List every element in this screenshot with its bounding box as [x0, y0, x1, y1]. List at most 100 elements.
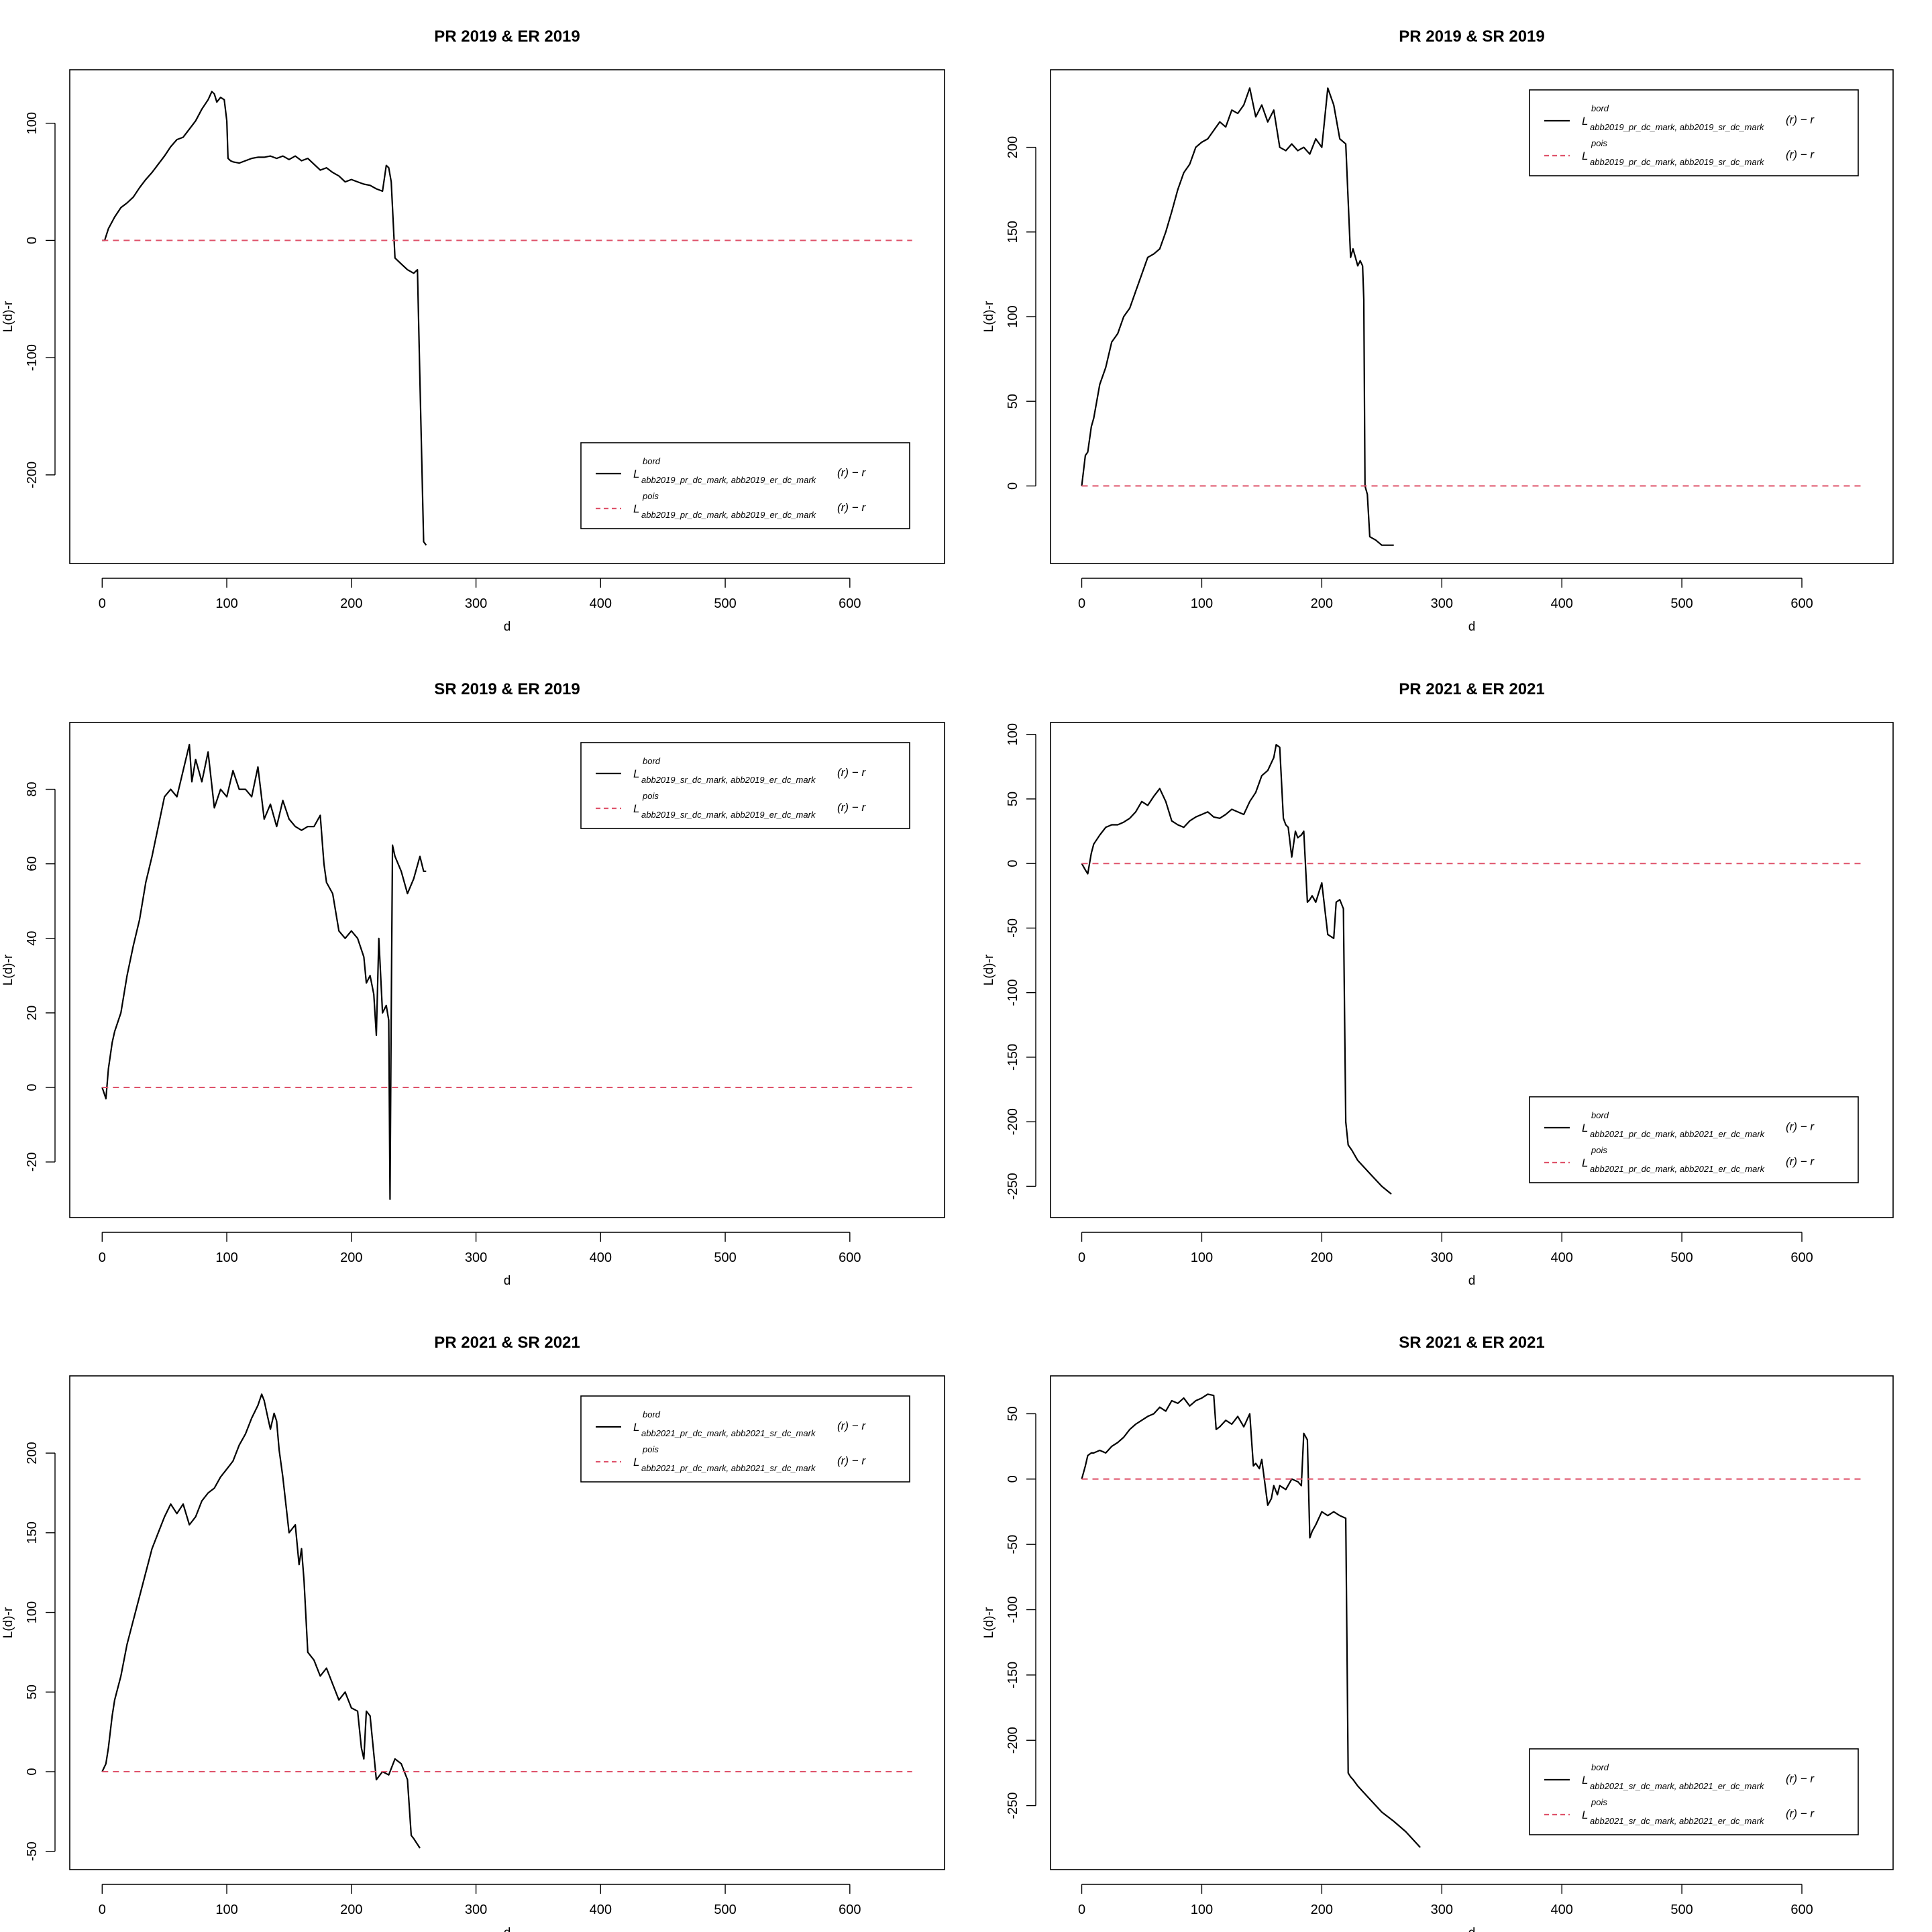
x-tick-label: 0 — [1078, 1250, 1085, 1265]
y-tick-label: 60 — [25, 857, 40, 871]
y-tick-label: -50 — [25, 1841, 40, 1861]
x-tick-label: 400 — [1551, 1250, 1573, 1265]
chart-title: PR 2021 & ER 2021 — [1399, 680, 1544, 698]
legend-subscript: abb2019_sr_dc_mark, abb2019_er_dc_mark — [641, 775, 816, 785]
y-tick-label: 200 — [25, 1442, 40, 1464]
x-tick-label: 100 — [1191, 596, 1213, 611]
x-tick-label: 200 — [1311, 596, 1333, 611]
legend-suffix: (r) − r — [1786, 1120, 1815, 1133]
legend-subscript: abb2021_pr_dc_mark, abb2021_er_dc_mark — [1590, 1164, 1766, 1174]
legend-superscript: pois — [1591, 138, 1607, 148]
x-tick-label: 400 — [1551, 596, 1573, 611]
chart-title: SR 2021 & ER 2021 — [1399, 1334, 1544, 1352]
y-tick-label: -150 — [1006, 1662, 1020, 1688]
legend-symbol: L — [1582, 1122, 1588, 1134]
y-tick-label: 100 — [1006, 305, 1020, 327]
legend-symbol: L — [633, 1421, 639, 1434]
y-tick-label: 0 — [1006, 860, 1020, 867]
legend-superscript: bord — [1591, 103, 1609, 113]
y-tick-label: -150 — [1006, 1044, 1020, 1071]
legend-suffix: (r) − r — [1786, 113, 1815, 126]
legend-suffix: (r) − r — [837, 766, 866, 779]
chart-panel-6: SR 2021 & ER 20210100200300400500600d-25… — [982, 1334, 1894, 1932]
y-tick-label: 0 — [1006, 1475, 1020, 1483]
x-axis-label: d — [1468, 1926, 1476, 1932]
legend-subscript: abb2021_pr_dc_mark, abb2021_er_dc_mark — [1590, 1129, 1766, 1139]
y-axis-label: L(d)-r — [982, 1607, 996, 1638]
legend-symbol: L — [633, 802, 639, 815]
y-tick-label: 0 — [25, 1768, 40, 1775]
y-tick-label: 0 — [1006, 482, 1020, 490]
series-line-bord — [101, 1393, 421, 1849]
y-tick-label: -250 — [1006, 1792, 1020, 1819]
legend-box — [580, 1395, 910, 1483]
y-tick-label: 100 — [1006, 723, 1020, 745]
y-axis-label: L(d)-r — [982, 954, 996, 985]
x-tick-label: 400 — [590, 1902, 612, 1917]
x-tick-label: 200 — [340, 1250, 362, 1265]
legend-symbol: L — [1582, 1809, 1588, 1821]
x-axis-label: d — [1468, 1274, 1476, 1288]
x-tick-label: 100 — [1191, 1902, 1213, 1917]
y-tick-label: 100 — [25, 1601, 40, 1623]
y-tick-label: 40 — [25, 931, 40, 946]
legend-subscript: abb2021_sr_dc_mark, abb2021_er_dc_mark — [1590, 1816, 1765, 1826]
y-tick-label: 50 — [1006, 792, 1020, 806]
legend-symbol: L — [633, 502, 639, 515]
y-tick-label: 20 — [25, 1006, 40, 1020]
y-tick-label: -50 — [1006, 918, 1020, 938]
series-line-bord — [101, 743, 427, 1200]
legend-box — [580, 742, 910, 829]
legend-suffix: (r) − r — [1786, 1772, 1815, 1785]
x-tick-label: 100 — [215, 1902, 237, 1917]
x-tick-label: 400 — [1551, 1902, 1573, 1917]
plot-frame — [1050, 722, 1894, 1218]
x-tick-label: 200 — [340, 1902, 362, 1917]
y-tick-label: 50 — [1006, 394, 1020, 409]
plot-frame — [69, 1375, 945, 1870]
x-axis-label: d — [504, 1274, 511, 1288]
plot-frame — [1050, 1375, 1894, 1870]
legend-subscript: abb2019_pr_dc_mark, abb2019_er_dc_mark — [641, 510, 817, 520]
y-axis-label: L(d)-r — [1, 1607, 15, 1638]
series-line-bord — [1081, 743, 1392, 1195]
y-axis-label: L(d)-r — [982, 301, 996, 332]
x-tick-label: 400 — [590, 596, 612, 611]
y-tick-label: 100 — [25, 112, 40, 134]
x-tick-label: 0 — [99, 1250, 106, 1265]
x-tick-label: 600 — [839, 1250, 861, 1265]
legend-subscript: abb2019_pr_dc_mark, abb2019_sr_dc_mark — [1590, 122, 1765, 132]
x-tick-label: 0 — [99, 596, 106, 611]
legend-symbol: L — [1582, 115, 1588, 127]
legend-suffix: (r) − r — [1786, 1155, 1815, 1168]
x-tick-label: 600 — [1790, 596, 1813, 611]
y-axis-label: L(d)-r — [1, 954, 15, 985]
legend-symbol: L — [1582, 1774, 1588, 1786]
x-tick-label: 300 — [465, 1902, 487, 1917]
legend-box — [1529, 89, 1859, 176]
legend-suffix: (r) − r — [837, 1454, 866, 1467]
plot-frame — [69, 69, 945, 564]
legend-subscript: abb2019_pr_dc_mark, abb2019_sr_dc_mark — [1590, 157, 1765, 167]
y-tick-label: 200 — [1006, 136, 1020, 158]
x-tick-label: 400 — [590, 1250, 612, 1265]
y-tick-label: -250 — [1006, 1173, 1020, 1199]
legend-superscript: pois — [642, 791, 659, 801]
series-line-bord — [1081, 1393, 1421, 1848]
chart-title: PR 2019 & ER 2019 — [434, 28, 580, 46]
legend-superscript: bord — [1591, 1762, 1609, 1772]
x-tick-label: 100 — [215, 1250, 237, 1265]
legend-symbol: L — [633, 767, 639, 780]
y-tick-label: 150 — [1006, 221, 1020, 243]
x-tick-label: 600 — [1790, 1250, 1813, 1265]
legend-superscript: bord — [1591, 1110, 1609, 1120]
x-tick-label: 500 — [714, 596, 736, 611]
y-tick-label: -200 — [25, 462, 40, 488]
x-tick-label: 600 — [839, 596, 861, 611]
